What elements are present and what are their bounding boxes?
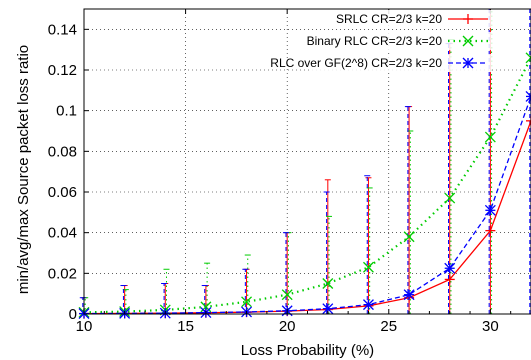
data-point bbox=[444, 192, 456, 204]
data-point bbox=[200, 301, 212, 313]
data-point bbox=[485, 225, 496, 236]
data-point bbox=[403, 231, 415, 243]
x-tick-label: 30 bbox=[482, 318, 499, 335]
legend-label: SRLC CR=2/3 k=20 bbox=[336, 12, 442, 26]
legend-bg bbox=[310, 54, 492, 72]
data-point bbox=[444, 262, 456, 274]
series-line bbox=[83, 120, 531, 315]
data-point bbox=[484, 204, 496, 216]
data-point bbox=[484, 131, 496, 143]
legend-label: Binary RLC CR=2/3 k=20 bbox=[307, 34, 443, 48]
y-tick-label: 0.1 bbox=[56, 103, 77, 120]
axis-ticks: 10 15 20 25 30 0 0.02 0.04 0.06 0.08 0.1 0.12 0.14 bbox=[48, 9, 531, 335]
series-line bbox=[83, 96, 531, 315]
y-tick-label: 0.06 bbox=[48, 184, 77, 201]
series-line bbox=[83, 57, 531, 314]
x-tick-label: 10 bbox=[76, 318, 93, 335]
legend-label: RLC over GF(2^8) CR=2/3 k=20 bbox=[270, 56, 442, 70]
data-point bbox=[362, 299, 374, 311]
series-markers bbox=[78, 52, 531, 320]
y-tick-label: 0.08 bbox=[48, 143, 77, 160]
y-tick-label: 0.02 bbox=[48, 265, 77, 282]
y-tick-label: 0.12 bbox=[48, 62, 77, 79]
legend-marker bbox=[462, 57, 474, 69]
series-lines bbox=[83, 57, 531, 315]
data-point bbox=[403, 289, 415, 301]
y-tick-label: 0.04 bbox=[48, 225, 77, 242]
data-point bbox=[525, 52, 531, 64]
y-tick-label: 0.14 bbox=[48, 21, 77, 38]
x-tick-label: 20 bbox=[279, 318, 296, 335]
x-axis-title: Loss Probability (%) bbox=[241, 342, 374, 359]
data-point bbox=[362, 261, 374, 273]
y-axis-title: min/avg/max Source packet loss ratio bbox=[15, 45, 32, 294]
legend-marker bbox=[462, 35, 474, 47]
data-point bbox=[525, 90, 531, 102]
x-tick-label: 15 bbox=[177, 318, 194, 335]
data-point bbox=[241, 296, 253, 308]
legend: SRLC CR=2/3 k=20 Binary RLC CR=2/3 k=20 RL… bbox=[270, 10, 492, 72]
legend-bg bbox=[310, 10, 492, 28]
data-point bbox=[322, 278, 334, 289]
data-point bbox=[444, 274, 455, 285]
y-tick-label: 0 bbox=[69, 306, 77, 323]
data-point bbox=[281, 289, 293, 301]
legend-marker bbox=[463, 14, 473, 24]
x-tick-label: 25 bbox=[380, 318, 397, 335]
legend-bg bbox=[310, 32, 492, 50]
data-point bbox=[526, 115, 531, 126]
